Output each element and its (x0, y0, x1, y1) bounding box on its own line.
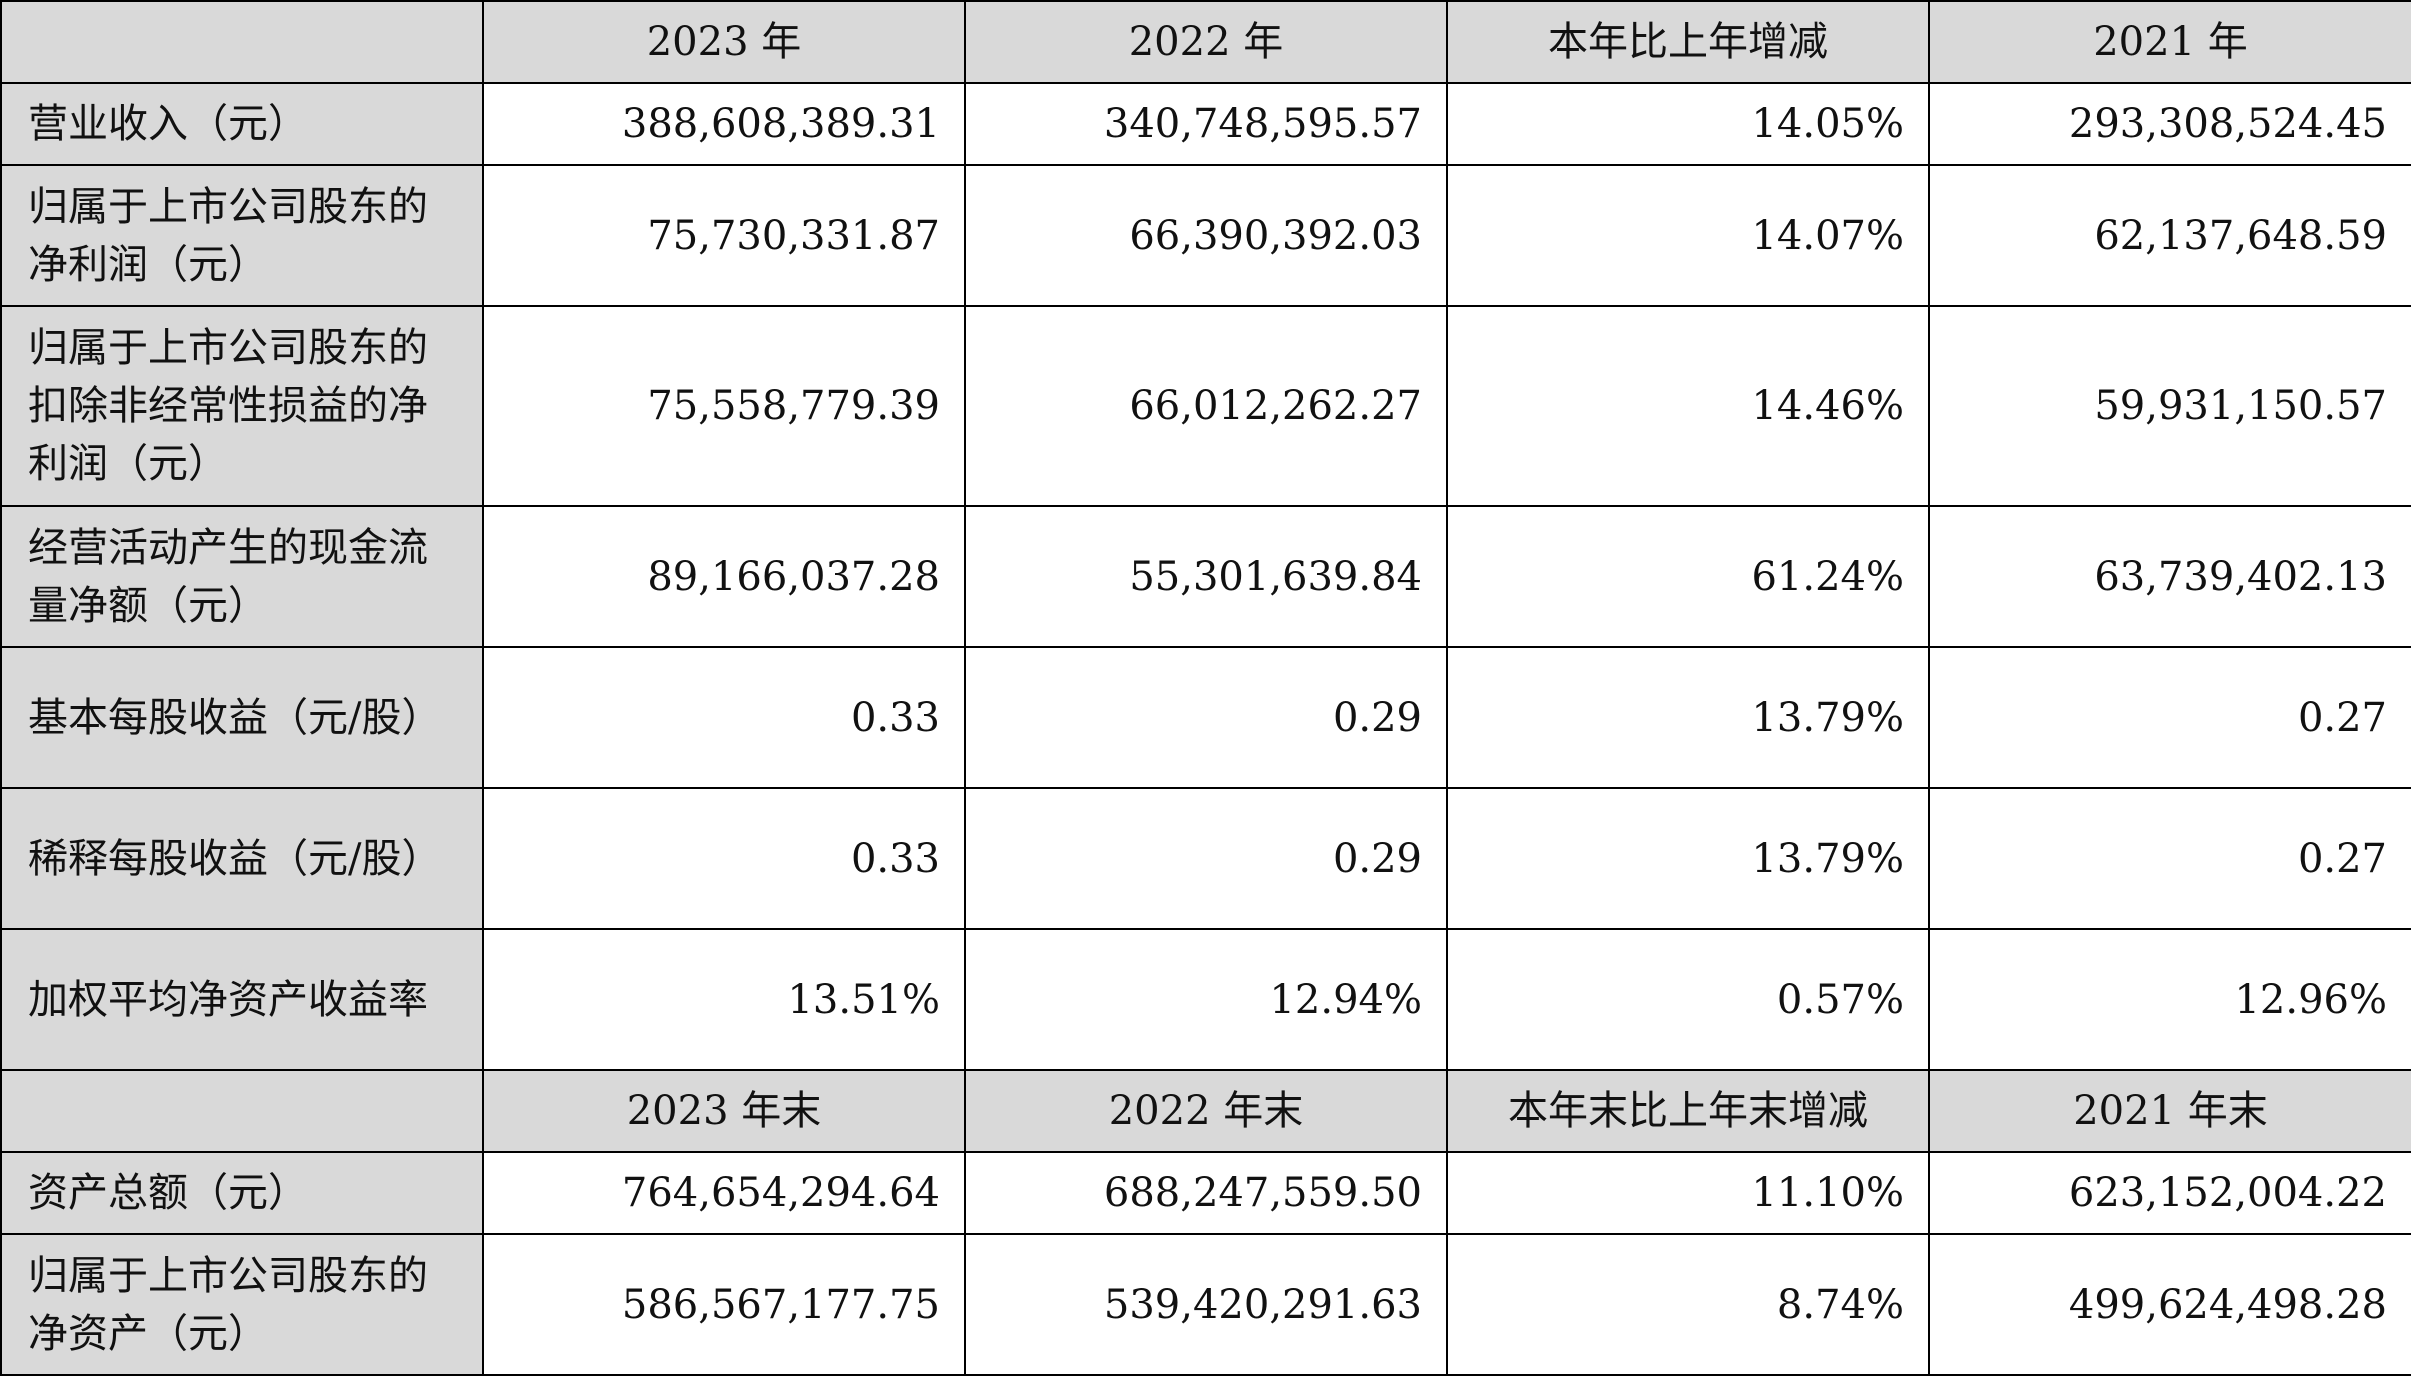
header-cell-2022: 2022 年 (964, 0, 1448, 84)
cell-value: 0.27 (1928, 646, 2411, 789)
cell-value: 8.74% (1446, 1233, 1930, 1376)
header-cell-2023: 2023 年 (482, 0, 966, 84)
table-row: 营业收入（元） 388,608,389.31 340,748,595.57 14… (0, 82, 2411, 166)
cell-value: 55,301,639.84 (964, 505, 1448, 648)
row-label: 经营活动产生的现金流量净额（元） (0, 505, 484, 648)
cell-value: 13.79% (1446, 646, 1930, 789)
table-row: 稀释每股收益（元/股） 0.33 0.29 13.79% 0.27 (0, 787, 2411, 930)
table-row: 基本每股收益（元/股） 0.33 0.29 13.79% 0.27 (0, 646, 2411, 789)
cell-value: 388,608,389.31 (482, 82, 966, 166)
row-label: 基本每股收益（元/股） (0, 646, 484, 789)
header-cell-change-end: 本年末比上年末增减 (1446, 1069, 1930, 1153)
cell-value: 59,931,150.57 (1928, 305, 2411, 507)
table-row: 资产总额（元） 764,654,294.64 688,247,559.50 11… (0, 1151, 2411, 1235)
cell-value: 0.29 (964, 646, 1448, 789)
header-cell-2021-end: 2021 年末 (1928, 1069, 2411, 1153)
cell-value: 75,558,779.39 (482, 305, 966, 507)
cell-value: 0.33 (482, 646, 966, 789)
cell-value: 62,137,648.59 (1928, 164, 2411, 307)
cell-value: 75,730,331.87 (482, 164, 966, 307)
cell-value: 13.79% (1446, 787, 1930, 930)
row-label: 归属于上市公司股东的扣除非经常性损益的净利润（元） (0, 305, 484, 507)
cell-value: 586,567,177.75 (482, 1233, 966, 1376)
cell-value: 12.96% (1928, 928, 2411, 1071)
header-cell-blank (0, 1069, 484, 1153)
table-row: 归属于上市公司股东的净利润（元） 75,730,331.87 66,390,39… (0, 164, 2411, 307)
table-row: 经营活动产生的现金流量净额（元） 89,166,037.28 55,301,63… (0, 505, 2411, 648)
cell-value: 66,390,392.03 (964, 164, 1448, 307)
cell-value: 764,654,294.64 (482, 1151, 966, 1235)
cell-value: 14.46% (1446, 305, 1930, 507)
cell-value: 0.29 (964, 787, 1448, 930)
cell-value: 63,739,402.13 (1928, 505, 2411, 648)
row-label: 归属于上市公司股东的净资产（元） (0, 1233, 484, 1376)
cell-value: 340,748,595.57 (964, 82, 1448, 166)
cell-value: 11.10% (1446, 1151, 1930, 1235)
row-label: 归属于上市公司股东的净利润（元） (0, 164, 484, 307)
row-label: 稀释每股收益（元/股） (0, 787, 484, 930)
cell-value: 539,420,291.63 (964, 1233, 1448, 1376)
row-label: 营业收入（元） (0, 82, 484, 166)
row-label: 加权平均净资产收益率 (0, 928, 484, 1071)
header-cell-2023-end: 2023 年末 (482, 1069, 966, 1153)
cell-value: 0.27 (1928, 787, 2411, 930)
header-cell-blank (0, 0, 484, 84)
header-cell-2021: 2021 年 (1928, 0, 2411, 84)
cell-value: 14.07% (1446, 164, 1930, 307)
table-row: 加权平均净资产收益率 13.51% 12.94% 0.57% 12.96% (0, 928, 2411, 1071)
row-label: 资产总额（元） (0, 1151, 484, 1235)
cell-value: 293,308,524.45 (1928, 82, 2411, 166)
cell-value: 0.33 (482, 787, 966, 930)
table-row: 归属于上市公司股东的净资产（元） 586,567,177.75 539,420,… (0, 1233, 2411, 1376)
header-cell-change: 本年比上年增减 (1446, 0, 1930, 84)
table-header-row: 2023 年末 2022 年末 本年末比上年末增减 2021 年末 (0, 1069, 2411, 1153)
cell-value: 61.24% (1446, 505, 1930, 648)
cell-value: 14.05% (1446, 82, 1930, 166)
cell-value: 89,166,037.28 (482, 505, 966, 648)
cell-value: 623,152,004.22 (1928, 1151, 2411, 1235)
table-row: 归属于上市公司股东的扣除非经常性损益的净利润（元） 75,558,779.39 … (0, 305, 2411, 507)
table-header-row: 2023 年 2022 年 本年比上年增减 2021 年 (0, 0, 2411, 84)
cell-value: 66,012,262.27 (964, 305, 1448, 507)
cell-value: 13.51% (482, 928, 966, 1071)
cell-value: 499,624,498.28 (1928, 1233, 2411, 1376)
cell-value: 0.57% (1446, 928, 1930, 1071)
cell-value: 688,247,559.50 (964, 1151, 1448, 1235)
cell-value: 12.94% (964, 928, 1448, 1071)
header-cell-2022-end: 2022 年末 (964, 1069, 1448, 1153)
